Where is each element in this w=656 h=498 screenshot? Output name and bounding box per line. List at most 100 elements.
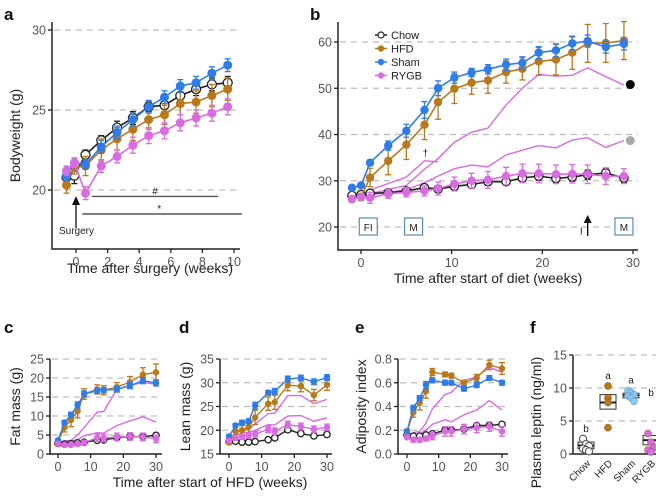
data-point: [551, 55, 561, 64]
panel-letter: f: [530, 318, 536, 337]
data-point: [534, 48, 543, 57]
data-point: [441, 371, 449, 378]
significance-symbol: #: [152, 186, 158, 197]
data-point: [422, 435, 430, 442]
y-tick-label: 25: [30, 353, 44, 367]
data-point: [245, 423, 252, 431]
data-point: [460, 379, 468, 386]
data-point: [62, 166, 72, 176]
data-point: [69, 158, 79, 168]
data-point: [67, 441, 75, 449]
surgery-label: Surgery: [59, 226, 94, 237]
data-point: [630, 397, 638, 406]
data-point: [100, 386, 107, 394]
data-point: [80, 439, 88, 446]
data-point: [67, 411, 75, 419]
significance-symbol: *: [157, 204, 161, 215]
panel-letter: c: [4, 318, 13, 337]
data-point: [139, 377, 147, 384]
x-tick-label: 20: [463, 460, 477, 474]
x-tick-label: 10: [445, 256, 459, 270]
y-axis-label: Lean mass (g): [177, 362, 193, 451]
data-point: [498, 379, 506, 386]
data-point: [139, 433, 147, 441]
data-point: [175, 81, 185, 91]
legend-label: HFD: [391, 44, 414, 56]
data-point: [251, 414, 259, 421]
legend-item-sham: Sham: [375, 57, 420, 69]
data-point: [144, 115, 154, 125]
data-point: [62, 180, 72, 190]
x-axis-label: Time after start of diet (weeks): [394, 270, 583, 286]
individual-rygb-line: [228, 414, 328, 442]
x-axis-label: Time after start of HFD (weeks): [113, 474, 308, 490]
individual-rygb-line: [369, 67, 625, 195]
data-point: [265, 400, 272, 407]
data-point: [568, 48, 577, 57]
y-tick-label: 15: [30, 391, 44, 405]
data-point: [486, 423, 493, 430]
data-point: [94, 434, 101, 441]
data-point: [498, 365, 506, 372]
series-rygb: [347, 163, 629, 205]
axis-lines: [51, 22, 240, 250]
data-point: [175, 118, 185, 128]
data-point: [323, 381, 331, 388]
panel-letter: d: [179, 318, 189, 337]
data-point: [271, 399, 278, 406]
data-point: [467, 176, 476, 185]
data-point: [100, 434, 107, 442]
data-point: [422, 381, 430, 389]
data-point: [112, 127, 122, 137]
x-tick-label: 10: [255, 460, 269, 474]
data-point: [429, 432, 436, 440]
data-point: [251, 437, 259, 446]
legend-item-rygb: RYGB: [375, 71, 422, 83]
data-point: [67, 416, 75, 423]
x-tick-label: 4: [136, 255, 143, 269]
data-point: [356, 181, 366, 190]
x-tick-label: 0: [358, 256, 365, 270]
data-point: [144, 131, 154, 141]
data-point: [365, 173, 375, 182]
data-point: [74, 407, 81, 415]
legend-marker-icon: [377, 72, 385, 79]
protocol-box: [614, 217, 634, 236]
data-point: [245, 418, 252, 425]
x-axis-label: Time after surgery (weeks): [67, 260, 233, 276]
data-point: [152, 379, 160, 387]
outlier-point: [625, 80, 635, 90]
data-point: [498, 428, 506, 435]
data-point: [74, 401, 81, 409]
data-point: [433, 84, 443, 93]
data-point: [473, 424, 480, 432]
data-point: [232, 434, 239, 442]
data-point: [501, 171, 511, 181]
y-tick-label: 0.8: [375, 353, 392, 367]
data-point: [223, 60, 233, 70]
data-point: [473, 374, 480, 382]
data-point: [384, 156, 393, 166]
category-label: Chow: [567, 458, 593, 484]
data-point: [191, 97, 201, 107]
data-point: [225, 437, 233, 444]
data-point: [159, 92, 169, 102]
data-point: [467, 78, 476, 87]
y-tick-label: 10: [553, 382, 567, 396]
legend-label: RYGB: [391, 71, 422, 83]
data-point: [420, 186, 429, 196]
data-point: [403, 428, 411, 435]
panel-letter: a: [4, 5, 14, 24]
y-tick-label: 40: [318, 128, 332, 142]
data-point: [448, 379, 455, 386]
x-tick-label: 10: [84, 460, 98, 474]
y-tick-label: 30: [318, 174, 332, 188]
data-point: [238, 427, 246, 434]
significance-letter: a: [628, 376, 634, 387]
x-tick-label: 20: [116, 460, 130, 474]
legend-marker-icon: [377, 31, 385, 39]
legend-item-hfd: HFD: [375, 44, 414, 56]
panel-d: d 15 20 25 30 35 0 10 20 30 Lean mass (g) Time afte…: [113, 318, 334, 490]
